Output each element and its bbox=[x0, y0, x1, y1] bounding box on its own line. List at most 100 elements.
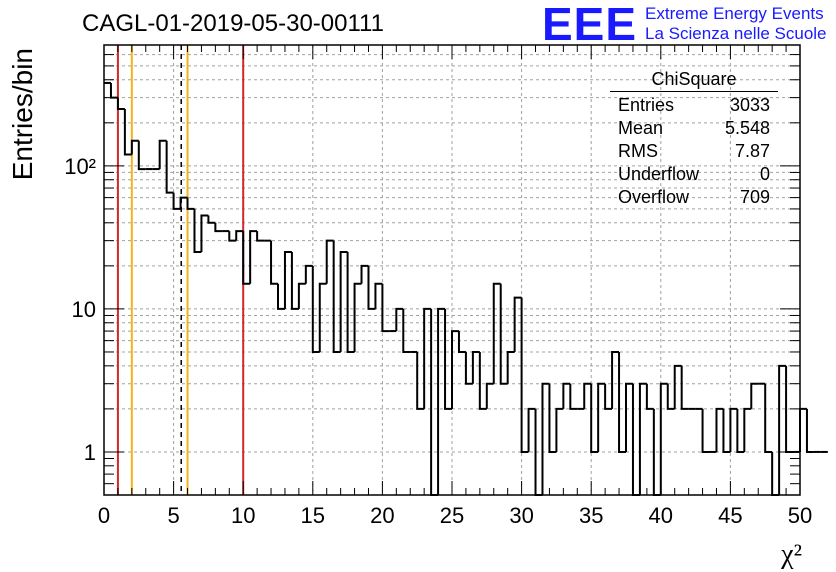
logo-line-1: Extreme Energy Events bbox=[645, 4, 824, 23]
histogram-bin bbox=[715, 407, 724, 452]
histogram-bin bbox=[444, 308, 452, 410]
histogram-bin bbox=[172, 192, 181, 210]
histogram-bin bbox=[318, 282, 327, 352]
histogram-bin bbox=[402, 308, 411, 353]
x-tick-label: 25 bbox=[440, 503, 464, 528]
histogram-bin bbox=[290, 251, 299, 310]
y-tick-label: 1 bbox=[84, 440, 96, 465]
chart-title: CAGL-01-2019-05-30-00111 bbox=[82, 10, 384, 37]
histogram-bin bbox=[256, 231, 265, 242]
histogram-bin bbox=[249, 230, 258, 284]
histogram-bin bbox=[332, 240, 341, 353]
stats-value: 5.548 bbox=[724, 118, 770, 138]
x-tick-label: 45 bbox=[718, 503, 742, 528]
x-tick-label: 20 bbox=[370, 503, 394, 528]
histogram-bin bbox=[416, 351, 425, 410]
histogram-bin bbox=[527, 407, 536, 452]
histogram-bin bbox=[673, 364, 682, 409]
x-tick-label: 30 bbox=[509, 503, 533, 528]
histogram-bin bbox=[569, 383, 578, 410]
y-axis-label: Entries/bin bbox=[7, 48, 38, 180]
histogram-bin bbox=[597, 382, 606, 452]
histogram-bin bbox=[437, 307, 446, 495]
histogram-bin bbox=[471, 350, 480, 384]
histogram-bin bbox=[186, 197, 195, 210]
eee-logo-text: Extreme Energy Events La Scienza nelle S… bbox=[645, 4, 826, 44]
histogram-bin bbox=[423, 307, 432, 409]
histogram-bin bbox=[395, 307, 404, 332]
x-axis-label: χ² bbox=[780, 539, 802, 570]
histogram-bin bbox=[736, 408, 745, 453]
stats-box: ChiSquare Entries 3033 Mean 5.548 RMS 7.… bbox=[610, 68, 778, 209]
histogram-bin bbox=[381, 283, 390, 333]
histogram-bin bbox=[722, 408, 731, 453]
histogram-bin bbox=[311, 265, 320, 353]
stats-row-overflow: Overflow 709 bbox=[610, 186, 778, 209]
stats-value: 0 bbox=[759, 164, 770, 184]
histogram-bin bbox=[583, 382, 592, 409]
histogram-bin bbox=[277, 283, 285, 310]
stats-title: ChiSquare bbox=[610, 68, 778, 92]
histogram-bin bbox=[137, 140, 146, 171]
histogram-bin bbox=[200, 214, 209, 252]
histogram-bin bbox=[339, 250, 348, 352]
histogram-bin bbox=[805, 408, 814, 453]
histogram-bin bbox=[701, 408, 710, 453]
histogram-bin bbox=[750, 382, 759, 409]
histogram-bin bbox=[235, 230, 244, 241]
histogram-bin bbox=[506, 350, 515, 384]
histogram-bin bbox=[297, 282, 306, 309]
histogram-bin bbox=[611, 350, 620, 409]
stats-label: Entries bbox=[618, 95, 675, 115]
histogram-bin bbox=[499, 283, 508, 385]
histogram-bin bbox=[743, 407, 752, 452]
stats-row-entries: Entries 3033 bbox=[610, 94, 778, 117]
histogram-bin bbox=[270, 240, 278, 285]
histogram-bin bbox=[116, 97, 125, 110]
x-tick-label: 40 bbox=[649, 503, 673, 528]
histogram-bin bbox=[346, 251, 355, 353]
x-tick-label: 15 bbox=[301, 503, 325, 528]
histogram-bin bbox=[492, 282, 501, 384]
histogram-bin bbox=[283, 250, 292, 309]
histogram-bin bbox=[778, 364, 787, 495]
stats-value: 3033 bbox=[729, 95, 770, 115]
stats-value: 7.87 bbox=[734, 141, 770, 161]
histogram-bin bbox=[304, 264, 313, 284]
histogram-bin bbox=[325, 239, 334, 284]
x-tick-label: 35 bbox=[579, 503, 603, 528]
histogram-bin bbox=[562, 382, 571, 409]
histogram-bin bbox=[457, 331, 466, 353]
histogram-bin bbox=[638, 382, 647, 495]
histogram-bin bbox=[242, 231, 251, 285]
histogram-bin bbox=[130, 139, 139, 155]
histogram-bin bbox=[179, 196, 188, 209]
histogram-bin bbox=[618, 351, 626, 453]
histogram-bin bbox=[625, 382, 633, 452]
eee-logo: EEE Extreme Energy Events La Scienza nel… bbox=[542, 1, 827, 47]
x-tick-label: 5 bbox=[167, 503, 179, 528]
stats-label: RMS bbox=[618, 141, 658, 161]
histogram-bin bbox=[485, 382, 494, 409]
histogram-bin bbox=[374, 282, 383, 309]
histogram-bin bbox=[771, 451, 780, 496]
histogram-bin bbox=[478, 351, 487, 410]
histogram-bin bbox=[464, 351, 473, 385]
x-tick-label: 0 bbox=[98, 503, 110, 528]
stats-label: Overflow bbox=[618, 187, 690, 207]
histogram-bin bbox=[123, 108, 132, 156]
histogram-bin bbox=[666, 383, 675, 410]
histogram-bin bbox=[645, 383, 654, 410]
histogram-bin bbox=[604, 383, 613, 410]
histogram-bin bbox=[680, 365, 689, 410]
histogram-bin bbox=[353, 282, 362, 352]
histogram-bin bbox=[590, 383, 599, 453]
histogram-bin bbox=[367, 265, 376, 310]
histogram-bin bbox=[520, 297, 529, 453]
histogram-bin bbox=[214, 222, 223, 233]
histogram-bin bbox=[109, 82, 118, 99]
stats-value: 709 bbox=[739, 187, 770, 207]
logo-line-2: La Scienza nelle Scuole bbox=[645, 24, 827, 43]
histogram-bin bbox=[165, 140, 174, 194]
